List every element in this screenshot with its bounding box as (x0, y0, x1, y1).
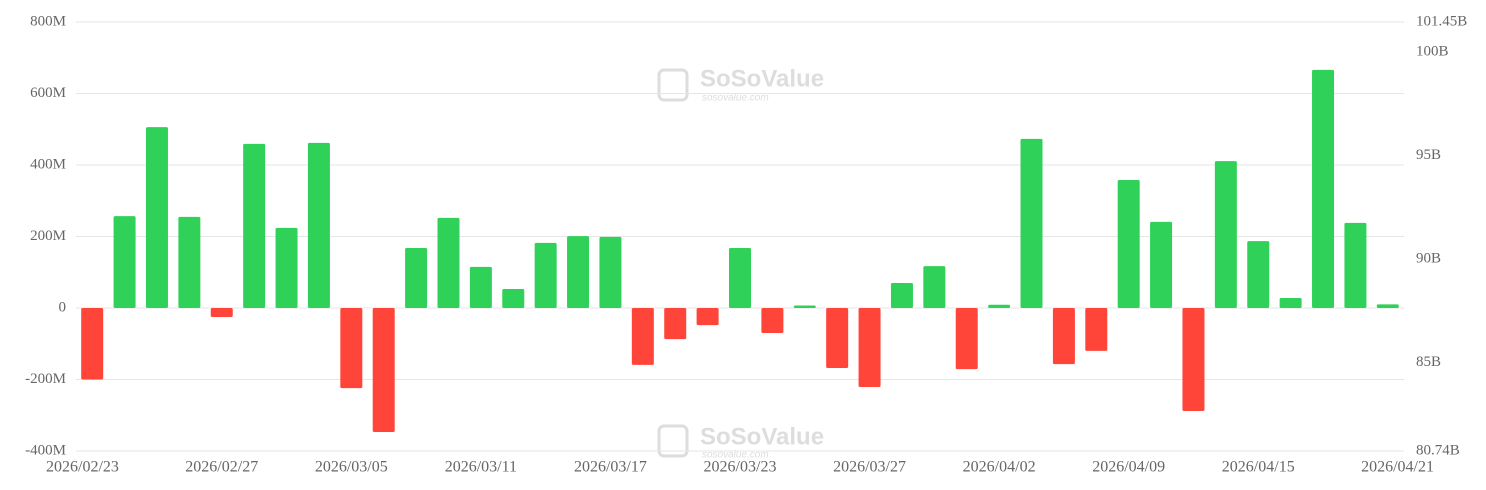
bar (1279, 297, 1302, 308)
bar (469, 266, 492, 308)
bar (599, 236, 622, 308)
bar (210, 308, 233, 317)
y2-tick-label: 90B (1416, 251, 1441, 267)
bar (1376, 304, 1399, 308)
bar (1052, 308, 1075, 365)
x-tick-label: 2026/03/27 (833, 459, 906, 476)
bar (988, 304, 1011, 308)
bar (1214, 161, 1237, 308)
bar (145, 127, 168, 308)
x-tick-label: 2026/03/05 (315, 459, 388, 476)
x-tick-label: 2026/04/09 (1092, 459, 1165, 476)
y-tick-label: -200M (25, 371, 66, 387)
x-tick-label: 2026/04/02 (963, 459, 1036, 476)
watermark-site: sosovalue.com (702, 93, 769, 104)
bar (1150, 221, 1173, 308)
bar (1020, 138, 1043, 308)
bar (761, 308, 784, 334)
bar (340, 308, 363, 389)
bar (696, 308, 719, 326)
bar (1085, 308, 1108, 351)
bar (1312, 69, 1335, 308)
bar (437, 217, 460, 308)
x-tick-label: 2026/03/17 (574, 459, 647, 476)
bar (729, 247, 751, 308)
bar (955, 308, 978, 370)
bar (502, 289, 525, 308)
y2-tick-label: 95B (1416, 147, 1441, 163)
watermark-brand: SoSoValue (700, 423, 824, 450)
y-tick-label: 800M (30, 13, 66, 29)
bar (1344, 222, 1367, 308)
bar (113, 216, 136, 308)
bar (631, 308, 654, 365)
x-tick-label: 2026/03/23 (704, 459, 777, 476)
y2-tick-label: 100B (1416, 43, 1449, 59)
watermark-logo (657, 68, 689, 102)
watermark-brand: SoSoValue (700, 65, 824, 92)
y-tick-label: 200M (30, 228, 66, 244)
watermark: SoSoValue sosovalue.com SoSoValue sosova… (657, 65, 824, 461)
bar (243, 143, 266, 308)
x-tick-label: 2026/02/23 (46, 459, 119, 476)
bar (826, 308, 849, 369)
y2-tick-label: 101.45B (1416, 13, 1467, 29)
bar (1182, 308, 1205, 411)
x-tick-label: 2026/04/15 (1222, 459, 1295, 476)
bar (307, 142, 330, 308)
x-tick-label: 2026/03/11 (445, 459, 517, 476)
bar (534, 242, 557, 308)
x-tick-label: 2026/04/21 (1361, 459, 1434, 476)
bar (567, 236, 590, 308)
y-tick-label: -400M (25, 442, 66, 458)
y-tick-label: 0 (59, 299, 67, 315)
y-tick-label: 400M (30, 156, 66, 172)
y2-tick-label: 80.74B (1416, 442, 1460, 458)
bar (923, 266, 946, 308)
bar (664, 308, 687, 340)
bar (178, 216, 201, 308)
y-tick-label: 600M (30, 85, 66, 101)
bar (858, 308, 881, 388)
y2-tick-label: 85B (1416, 354, 1441, 370)
bar (1117, 180, 1140, 308)
bar (1247, 241, 1270, 308)
watermark-site: sosovalue.com (702, 450, 769, 461)
x-tick-label: 2026/02/27 (185, 459, 258, 476)
bar (275, 227, 298, 308)
bar (372, 308, 395, 433)
bar (793, 305, 816, 308)
watermark-logo (657, 424, 689, 458)
bar (405, 247, 428, 308)
bar (890, 282, 913, 308)
bar (81, 308, 104, 380)
